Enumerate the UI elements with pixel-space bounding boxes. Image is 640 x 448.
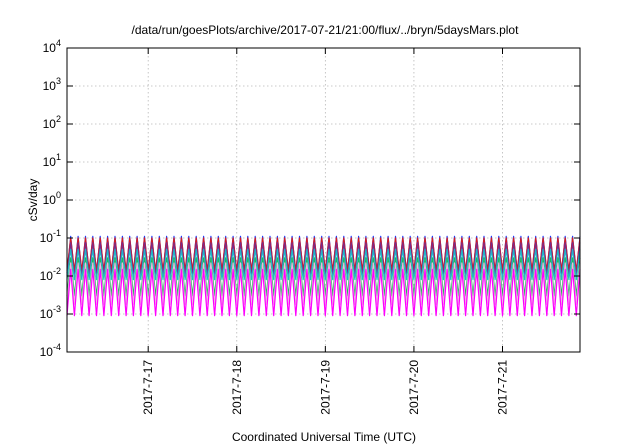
x-tick-labels: 2017-7-17 2017-7-18 2017-7-19 2017-7-20 2017…	[141, 360, 509, 415]
series-line-7	[66, 268, 581, 317]
x-tick-label: 2017-7-20	[407, 360, 421, 415]
y-axis-label: cSv/day	[26, 179, 40, 222]
y-tick-label: 103	[43, 76, 61, 93]
axis-ticks	[67, 47, 580, 353]
y-tick-label: 10-4	[40, 342, 61, 359]
x-tick-label: 2017-7-17	[141, 360, 155, 415]
y-tick-label: 102	[43, 114, 61, 131]
y-tick-label: 10-2	[40, 266, 61, 283]
x-tick-label: 2017-7-19	[318, 360, 332, 415]
y-tick-label: 100	[43, 190, 61, 207]
y-tick-label: 101	[43, 152, 61, 169]
x-tick-label: 2017-7-18	[230, 360, 244, 415]
x-tick-label: 2017-7-21	[495, 360, 509, 415]
series-line-4	[66, 248, 581, 281]
series-group	[66, 235, 581, 317]
x-axis-label: Coordinated Universal Time (UTC)	[232, 430, 416, 444]
y-tick-label: 104	[43, 38, 61, 55]
y-tick-labels: 10-4 10-3 10-2 10-1 100 101 102 103 104	[40, 38, 61, 359]
y-tick-label: 10-1	[40, 228, 61, 245]
y-tick-label: 10-3	[40, 304, 61, 321]
chart-title: /data/run/goesPlots/archive/2017-07-21/2…	[132, 23, 520, 37]
